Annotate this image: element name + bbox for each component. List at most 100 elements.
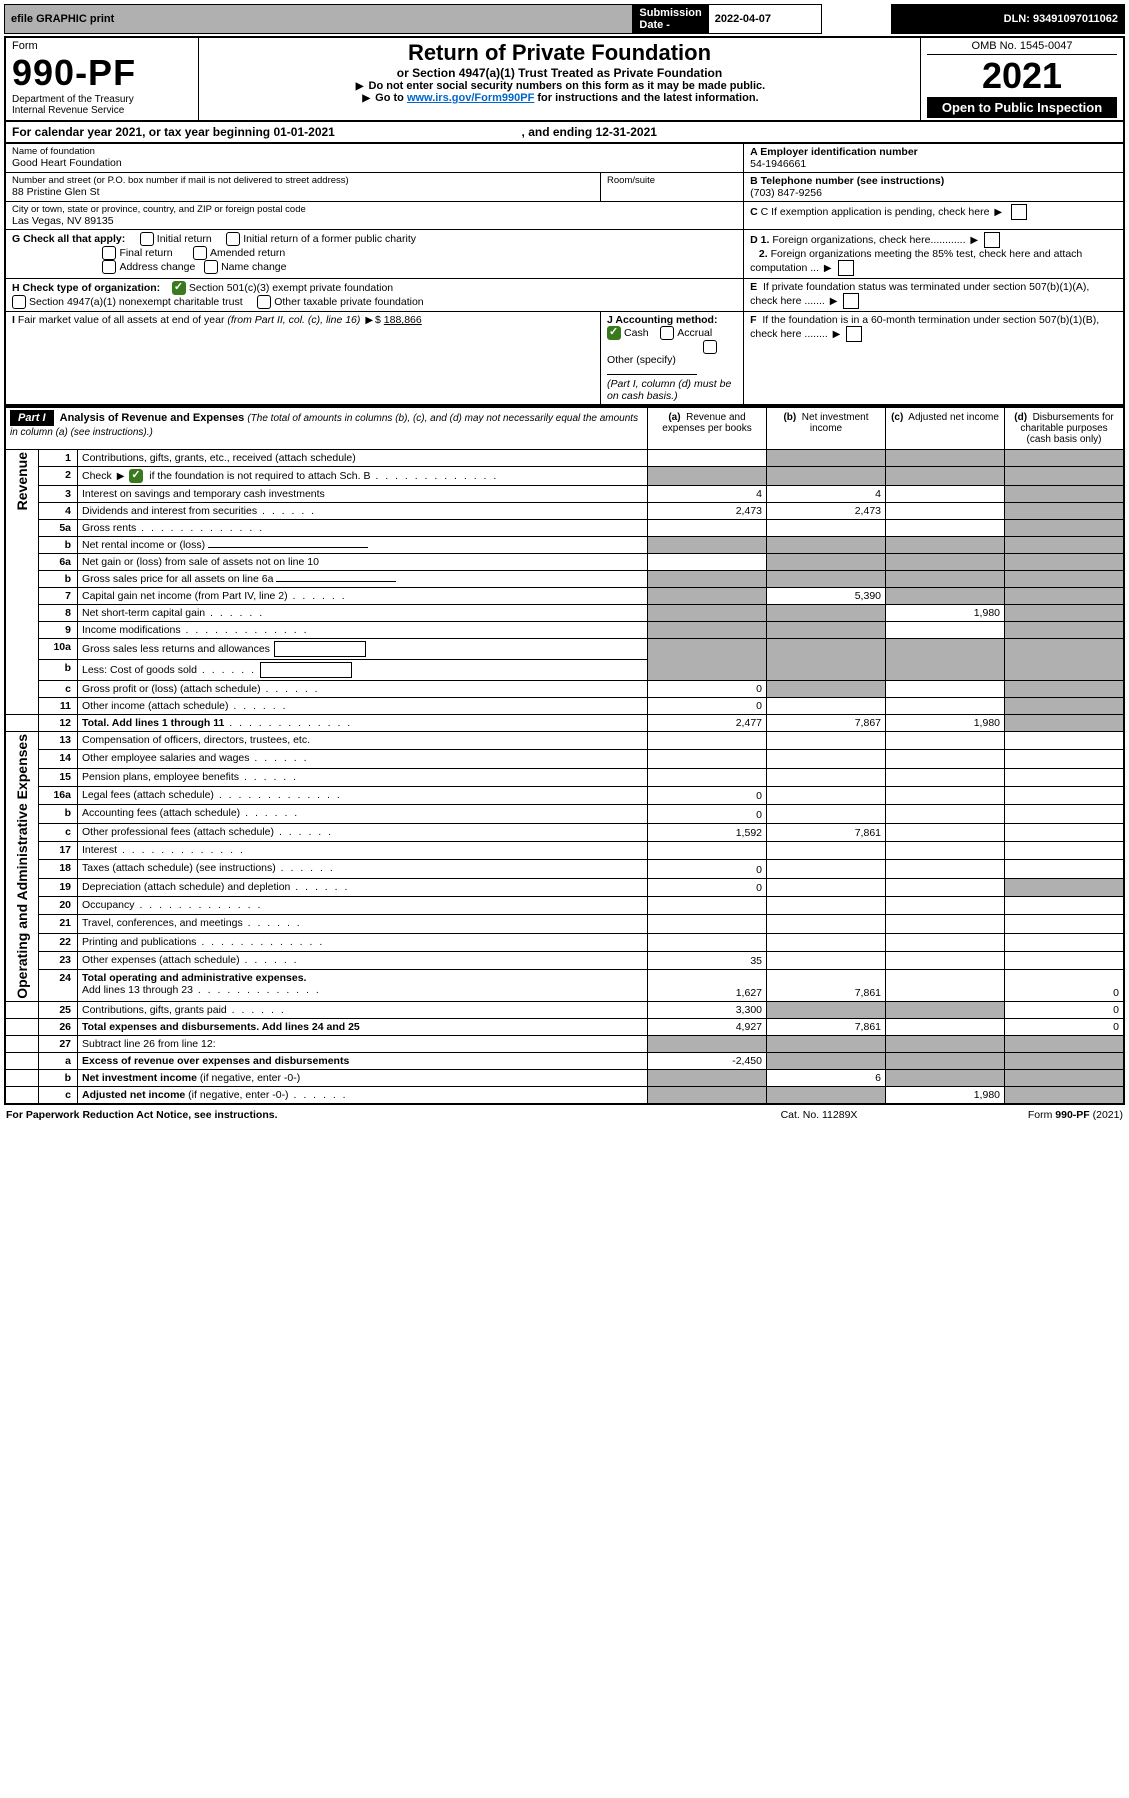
d2-checkbox[interactable] (838, 260, 854, 276)
initial-former-checkbox[interactable] (226, 232, 240, 246)
ein-value: 54-1946661 (750, 158, 806, 170)
row-14-desc: Other employee salaries and wages (78, 750, 648, 768)
c-checkbox[interactable] (1011, 204, 1027, 220)
h-4947-checkbox[interactable] (12, 295, 26, 309)
form-title: Return of Private Foundation (205, 40, 914, 66)
arrow-icon (356, 80, 364, 92)
amended-return-checkbox[interactable] (193, 246, 207, 260)
col-c-header: (c) Adjusted net income (886, 407, 1005, 450)
address-change-checkbox[interactable] (102, 260, 116, 274)
row-24-desc: Total operating and administrative expen… (78, 970, 648, 1001)
instr-goto-b: for instructions and the latest informat… (534, 92, 758, 104)
cat-no: Cat. No. 11289X (717, 1108, 921, 1122)
row-13-desc: Compensation of officers, directors, tru… (78, 732, 648, 750)
h-501c3-checkbox[interactable] (172, 281, 186, 295)
g-label: G Check all that apply: (12, 233, 125, 245)
r23-a: 35 (648, 952, 767, 970)
page-footer: For Paperwork Reduction Act Notice, see … (4, 1108, 1125, 1122)
row-20-desc: Occupancy (78, 897, 648, 915)
d1-checkbox[interactable] (984, 232, 1000, 248)
r12-c: 1,980 (886, 715, 1005, 732)
initial-return-checkbox[interactable] (140, 232, 154, 246)
j-accrual-checkbox[interactable] (660, 326, 674, 340)
revenue-side-label: Revenue (5, 450, 39, 715)
r16b-a: 0 (648, 805, 767, 823)
paperwork-notice: For Paperwork Reduction Act Notice, see … (6, 1109, 278, 1121)
arrow-icon (830, 295, 838, 307)
row-7-desc: Capital gain net income (from Part IV, l… (78, 588, 648, 605)
arrow-icon (362, 92, 370, 104)
tax-year: 2021 (927, 55, 1117, 97)
final-return-checkbox[interactable] (102, 246, 116, 260)
r24-d: 0 (1005, 970, 1125, 1001)
r4-a: 2,473 (648, 503, 767, 520)
efile-label[interactable]: efile GRAPHIC print (5, 5, 633, 34)
row-10c-desc: Gross profit or (loss) (attach schedule) (78, 681, 648, 698)
r12-b: 7,867 (767, 715, 886, 732)
j-cash-checkbox[interactable] (607, 326, 621, 340)
row-12-desc: Total. Add lines 1 through 11 (78, 715, 648, 732)
entity-info: Name of foundation Good Heart Foundation… (4, 143, 1125, 406)
omb-number: OMB No. 1545-0047 (927, 40, 1117, 55)
row-10b-desc: Less: Cost of goods sold (78, 660, 648, 681)
r10c-a: 0 (648, 681, 767, 698)
row-1-desc: Contributions, gifts, grants, etc., rece… (78, 450, 648, 467)
fmv-value: 188,866 (384, 314, 422, 326)
col-b-header: (b) Net investment income (767, 407, 886, 450)
r16c-a: 1,592 (648, 823, 767, 841)
arrow-icon (970, 234, 978, 246)
city-value: Las Vegas, NV 89135 (12, 215, 737, 227)
row-9-desc: Income modifications (78, 622, 648, 639)
part1-table: Part I Analysis of Revenue and Expenses … (4, 406, 1125, 1105)
r26-b: 7,861 (767, 1018, 886, 1035)
r26-d: 0 (1005, 1018, 1125, 1035)
city-label: City or town, state or province, country… (12, 204, 737, 215)
f-checkbox[interactable] (846, 326, 862, 342)
row-16a-desc: Legal fees (attach schedule) (78, 787, 648, 805)
row-26-desc: Total expenses and disbursements. Add li… (78, 1018, 648, 1035)
part1-title: Analysis of Revenue and Expenses (60, 412, 245, 424)
r12-a: 2,477 (648, 715, 767, 732)
h-other-checkbox[interactable] (257, 295, 271, 309)
row-16c-desc: Other professional fees (attach schedule… (78, 823, 648, 841)
row-6a-desc: Net gain or (loss) from sale of assets n… (78, 554, 648, 571)
irs-link[interactable]: www.irs.gov/Form990PF (407, 92, 534, 104)
row-6b-desc: Gross sales price for all assets on line… (78, 571, 648, 588)
e-checkbox[interactable] (843, 293, 859, 309)
schb-checkbox[interactable] (129, 469, 143, 483)
r4-b: 2,473 (767, 503, 886, 520)
j-other-checkbox[interactable] (703, 340, 717, 354)
row-8-desc: Net short-term capital gain (78, 605, 648, 622)
r7-b: 5,390 (767, 588, 886, 605)
submission-date-value: 2022-04-07 (708, 5, 821, 34)
r3-a: 4 (648, 486, 767, 503)
row-11-desc: Other income (attach schedule) (78, 698, 648, 715)
addr-label: Number and street (or P.O. box number if… (12, 175, 594, 186)
form-subtitle: or Section 4947(a)(1) Trust Treated as P… (205, 66, 914, 80)
r27b-b: 6 (767, 1069, 886, 1086)
r16c-b: 7,861 (767, 823, 886, 841)
opadmin-side-label: Operating and Administrative Expenses (5, 732, 39, 1002)
phone-label: B Telephone number (see instructions) (750, 175, 944, 187)
row-27-desc: Subtract line 26 from line 12: (78, 1035, 648, 1052)
row-27a-desc: Excess of revenue over expenses and disb… (78, 1052, 648, 1069)
r8-c: 1,980 (886, 605, 1005, 622)
foundation-name: Good Heart Foundation (12, 157, 737, 169)
h-label: H Check type of organization: (12, 282, 160, 294)
top-bar: efile GRAPHIC print Submission Date - 20… (4, 4, 1125, 34)
j-label: J Accounting method: (607, 314, 717, 326)
row-21-desc: Travel, conferences, and meetings (78, 915, 648, 933)
r25-a: 3,300 (648, 1001, 767, 1018)
row-4-desc: Dividends and interest from securities (78, 503, 648, 520)
instr-goto-a: Go to (375, 92, 407, 104)
r3-b: 4 (767, 486, 886, 503)
arrow-icon (824, 262, 832, 274)
r25-d: 0 (1005, 1001, 1125, 1018)
arrow-icon (117, 470, 125, 482)
r18-a: 0 (648, 860, 767, 878)
row-16b-desc: Accounting fees (attach schedule) (78, 805, 648, 823)
name-change-checkbox[interactable] (204, 260, 218, 274)
arrow-icon (994, 206, 1002, 218)
row-17-desc: Interest (78, 842, 648, 860)
r19-a: 0 (648, 878, 767, 896)
